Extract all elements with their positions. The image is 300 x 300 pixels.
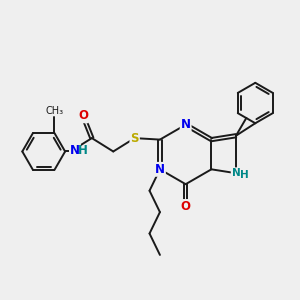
Text: CH₃: CH₃ (45, 106, 64, 116)
Text: H: H (240, 170, 248, 180)
Text: H: H (78, 143, 88, 157)
Text: O: O (181, 200, 191, 213)
Text: S: S (130, 132, 139, 145)
Text: N: N (181, 118, 191, 131)
Text: N: N (155, 163, 165, 176)
Text: N: N (232, 168, 240, 178)
Text: N: N (70, 143, 80, 157)
Text: O: O (78, 109, 88, 122)
